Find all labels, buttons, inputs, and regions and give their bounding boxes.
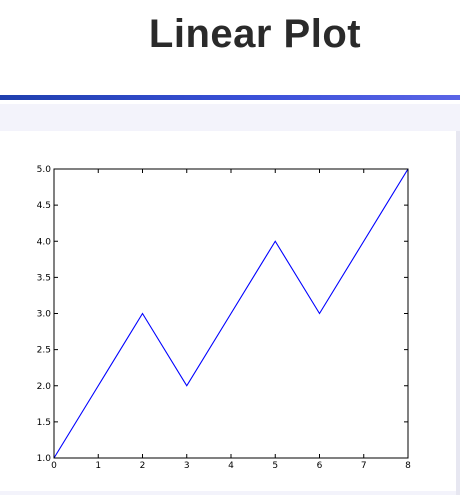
x-tick-label: 8	[405, 461, 411, 471]
x-tick-label: 7	[361, 461, 367, 471]
chart-card-edge	[456, 131, 460, 495]
y-tick-label: 1.5	[37, 418, 51, 428]
x-tick-label: 6	[317, 461, 323, 471]
y-tick-label: 3.5	[37, 273, 51, 283]
x-tick-label: 1	[95, 461, 101, 471]
x-tick-label: 3	[184, 461, 190, 471]
header-divider	[0, 95, 460, 100]
x-tick-label: 0	[51, 461, 57, 471]
y-tick-label: 4.5	[37, 201, 51, 211]
x-tick-label: 5	[272, 461, 278, 471]
y-tick-label: 2.5	[37, 346, 51, 356]
y-tick-label: 4.0	[37, 237, 52, 247]
page-title: Linear Plot	[148, 12, 362, 56]
chart-card	[0, 131, 456, 491]
x-tick-label: 2	[140, 461, 146, 471]
series-line	[53, 168, 409, 459]
x-tick-label: 4	[228, 461, 234, 471]
y-tick-label: 2.0	[37, 382, 52, 392]
y-tick-label: 3.0	[37, 310, 52, 320]
y-tick-label: 5.0	[37, 165, 52, 175]
y-tick-label: 1.0	[37, 454, 52, 464]
